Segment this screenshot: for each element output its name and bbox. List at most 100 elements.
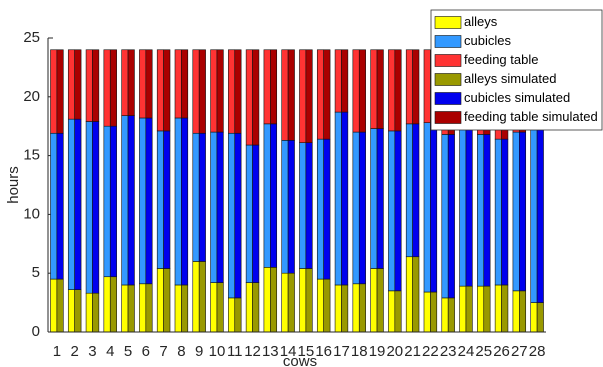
- bar-segment: [228, 132, 236, 299]
- bar-segment: [216, 131, 224, 283]
- bar-segment: [465, 124, 473, 287]
- bar-segment: [299, 142, 307, 269]
- bar-segment: [210, 49, 218, 133]
- bar-segment: [103, 49, 111, 127]
- bar-segment: [92, 292, 100, 333]
- bar-segment: [388, 49, 396, 132]
- bar-segment: [477, 285, 485, 333]
- legend-label: feeding table simulated: [464, 109, 598, 124]
- x-tick-label: 23: [440, 343, 457, 360]
- x-tick-label: 9: [195, 343, 203, 360]
- bar-segment: [92, 121, 100, 294]
- bar-segment: [512, 290, 520, 333]
- bar-segment: [245, 282, 253, 333]
- bar-segment: [501, 284, 509, 333]
- bar-segment: [145, 49, 153, 119]
- y-tick-label: 15: [23, 147, 40, 164]
- legend-swatch: [434, 54, 462, 67]
- bar-segment: [388, 130, 396, 292]
- bar-segment: [181, 49, 189, 119]
- bar-segment: [85, 292, 93, 333]
- x-tick-label: 1: [53, 343, 61, 360]
- bar-segment: [139, 117, 147, 285]
- bar-segment: [145, 283, 153, 333]
- bar-segment: [316, 49, 324, 140]
- bar-segment: [334, 49, 342, 113]
- bar-segment: [287, 272, 295, 333]
- bar-segment: [447, 297, 455, 333]
- bar-segment: [234, 49, 242, 134]
- bar-segment: [305, 142, 313, 269]
- bar-segment: [494, 284, 502, 333]
- bar-segment: [156, 268, 164, 333]
- bar-segment: [459, 124, 467, 287]
- bar-segment: [323, 278, 331, 333]
- bar-segment: [430, 122, 438, 293]
- legend-swatch: [434, 73, 462, 86]
- bar-segment: [334, 111, 342, 286]
- y-axis-label: hours: [5, 166, 22, 204]
- y-tick-label: 10: [23, 205, 40, 222]
- x-tick-label: 24: [458, 343, 475, 360]
- x-tick-label: 16: [315, 343, 332, 360]
- bar-segment: [287, 140, 295, 274]
- bar-segment: [198, 132, 206, 262]
- bar-segment: [198, 49, 206, 134]
- bar-segment: [210, 131, 218, 283]
- bar-segment: [423, 122, 431, 293]
- x-tick-label: 4: [106, 343, 114, 360]
- bar-segment: [245, 144, 253, 283]
- legend-label: cubicles simulated: [464, 90, 570, 105]
- bar-segment: [174, 117, 182, 286]
- bar-segment: [234, 132, 242, 299]
- bar-segment: [358, 131, 366, 285]
- bar-segment: [519, 131, 527, 292]
- y-tick-label: 0: [32, 323, 40, 340]
- bar-segment: [281, 272, 289, 333]
- x-tick-label: 11: [227, 343, 243, 360]
- x-tick-label: 13: [262, 343, 279, 360]
- legend-swatch: [434, 92, 462, 105]
- bar-segment: [358, 283, 366, 333]
- bar-segment: [376, 49, 384, 129]
- bar-segment: [305, 268, 313, 333]
- bar-segment: [536, 129, 544, 303]
- bar-segment: [156, 130, 164, 269]
- bar-segment: [281, 140, 289, 274]
- y-tick-label: 25: [23, 29, 40, 46]
- bar-segment: [85, 49, 93, 122]
- x-tick-label: 7: [159, 343, 167, 360]
- y-tick-label: 20: [23, 88, 40, 105]
- bar-segment: [109, 49, 117, 127]
- legend-swatch: [434, 16, 462, 29]
- bar-segment: [210, 282, 218, 333]
- bar-segment: [299, 268, 307, 333]
- bar-segment: [334, 284, 342, 333]
- bar-segment: [50, 278, 58, 333]
- bar-segment: [145, 117, 153, 285]
- bar-segment: [316, 278, 324, 333]
- bar-segment: [67, 289, 75, 333]
- bar-segment: [270, 49, 278, 125]
- x-tick-label: 2: [71, 343, 79, 360]
- bar-segment: [512, 131, 520, 292]
- bar-segment: [56, 49, 64, 134]
- bar-segment: [370, 268, 378, 333]
- x-axis-label: cows: [283, 353, 317, 367]
- bar-segment: [412, 49, 420, 125]
- bar-segment: [376, 128, 384, 269]
- bar-segment: [234, 297, 242, 333]
- bar-segment: [405, 49, 413, 125]
- x-tick-label: 5: [124, 343, 132, 360]
- bar-segment: [352, 283, 360, 333]
- bar-segment: [85, 121, 93, 294]
- legend-label: cubicles: [464, 33, 511, 48]
- bar-segment: [423, 49, 431, 123]
- bar-segment: [245, 49, 253, 146]
- legend-swatch: [434, 111, 462, 124]
- bar-segment: [394, 49, 402, 132]
- bar-segment: [263, 267, 271, 333]
- legend-label: feeding table: [464, 52, 538, 67]
- bar-segment: [67, 118, 75, 290]
